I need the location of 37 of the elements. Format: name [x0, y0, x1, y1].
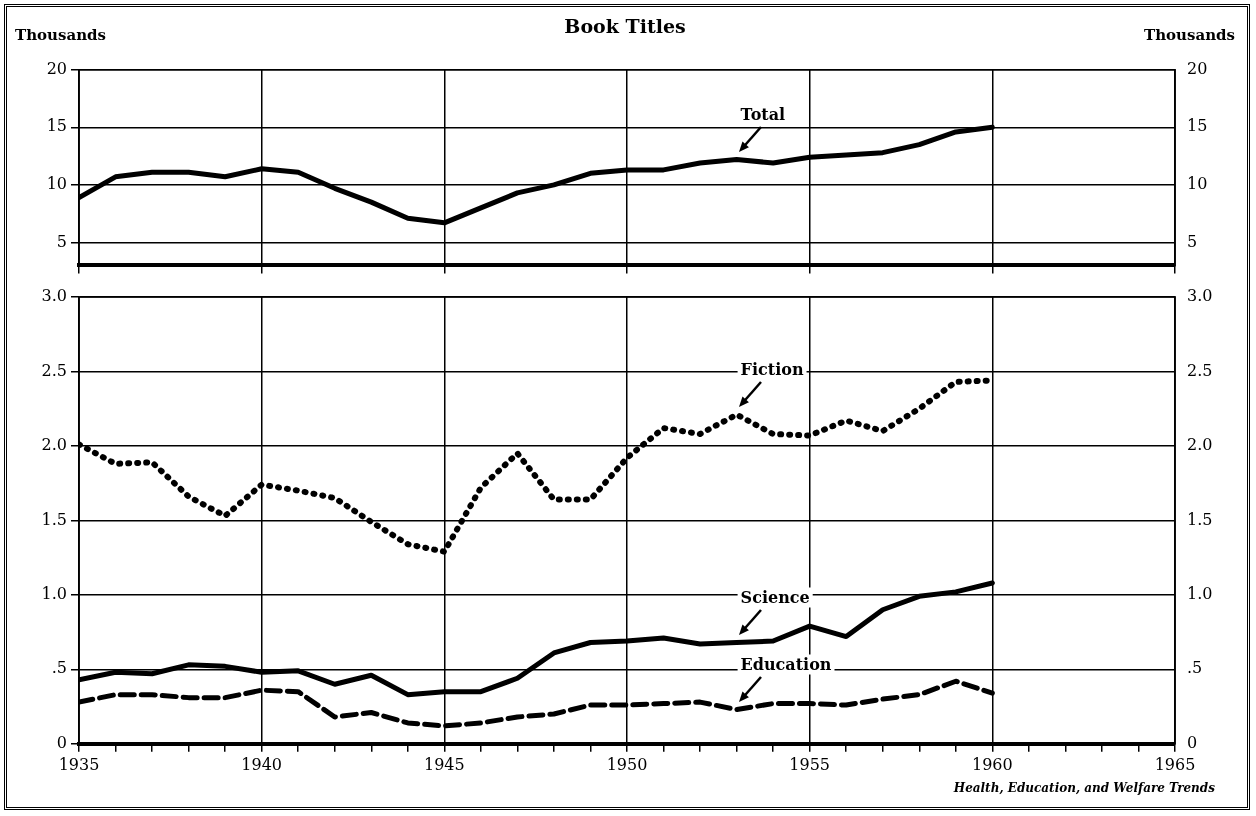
- y2-tick-label: 2.0: [1187, 435, 1213, 455]
- chart-title: Book Titles: [564, 15, 686, 38]
- x-tick-label: 1935: [58, 754, 100, 774]
- series-label: Education: [740, 654, 832, 674]
- y2-tick-label: 5: [1187, 231, 1198, 251]
- y-tick-label: 2.0: [41, 435, 67, 455]
- text: Total: [740, 104, 786, 124]
- text: Health, Education, and Welfare Trends: [952, 781, 1216, 796]
- text: Fiction: [740, 359, 804, 379]
- y2-tick-label: 0: [1187, 732, 1198, 752]
- y-tick-label: 1.0: [41, 584, 67, 604]
- x-tick-label: 1965: [1154, 754, 1196, 774]
- x-tick-label: 1940: [241, 754, 283, 774]
- y-tick-label: 3.0: [41, 286, 67, 306]
- series-label: Science: [740, 587, 810, 607]
- y-tick-label: .5: [51, 658, 67, 678]
- y2-tick-label: 15: [1187, 116, 1208, 136]
- y-axis-title: Thousands: [15, 26, 106, 45]
- y-tick-label: 5: [56, 231, 67, 251]
- y-tick-label: 20: [46, 58, 67, 78]
- y2-axis-title: Thousands: [1144, 26, 1235, 45]
- y2-tick-label: 10: [1187, 174, 1208, 194]
- y-tick-label: 10: [46, 174, 67, 194]
- y-tick-label: 15: [46, 116, 67, 136]
- y2-tick-label: 1.0: [1187, 584, 1213, 604]
- y-tick-label: 0: [56, 732, 67, 752]
- y2-tick-label: 20: [1187, 58, 1208, 78]
- x-tick-label: 1945: [423, 754, 465, 774]
- x-tick-label: 1955: [789, 754, 831, 774]
- y2-tick-label: .5: [1187, 658, 1203, 678]
- y2-tick-label: 1.5: [1187, 509, 1213, 529]
- y2-tick-label: 3.0: [1187, 286, 1213, 306]
- x-tick-label: 1960: [971, 754, 1013, 774]
- y-tick-label: 1.5: [41, 509, 67, 529]
- x-tick-label: 1950: [606, 754, 648, 774]
- y-tick-label: 2.5: [41, 360, 67, 380]
- y2-tick-label: 2.5: [1187, 360, 1213, 380]
